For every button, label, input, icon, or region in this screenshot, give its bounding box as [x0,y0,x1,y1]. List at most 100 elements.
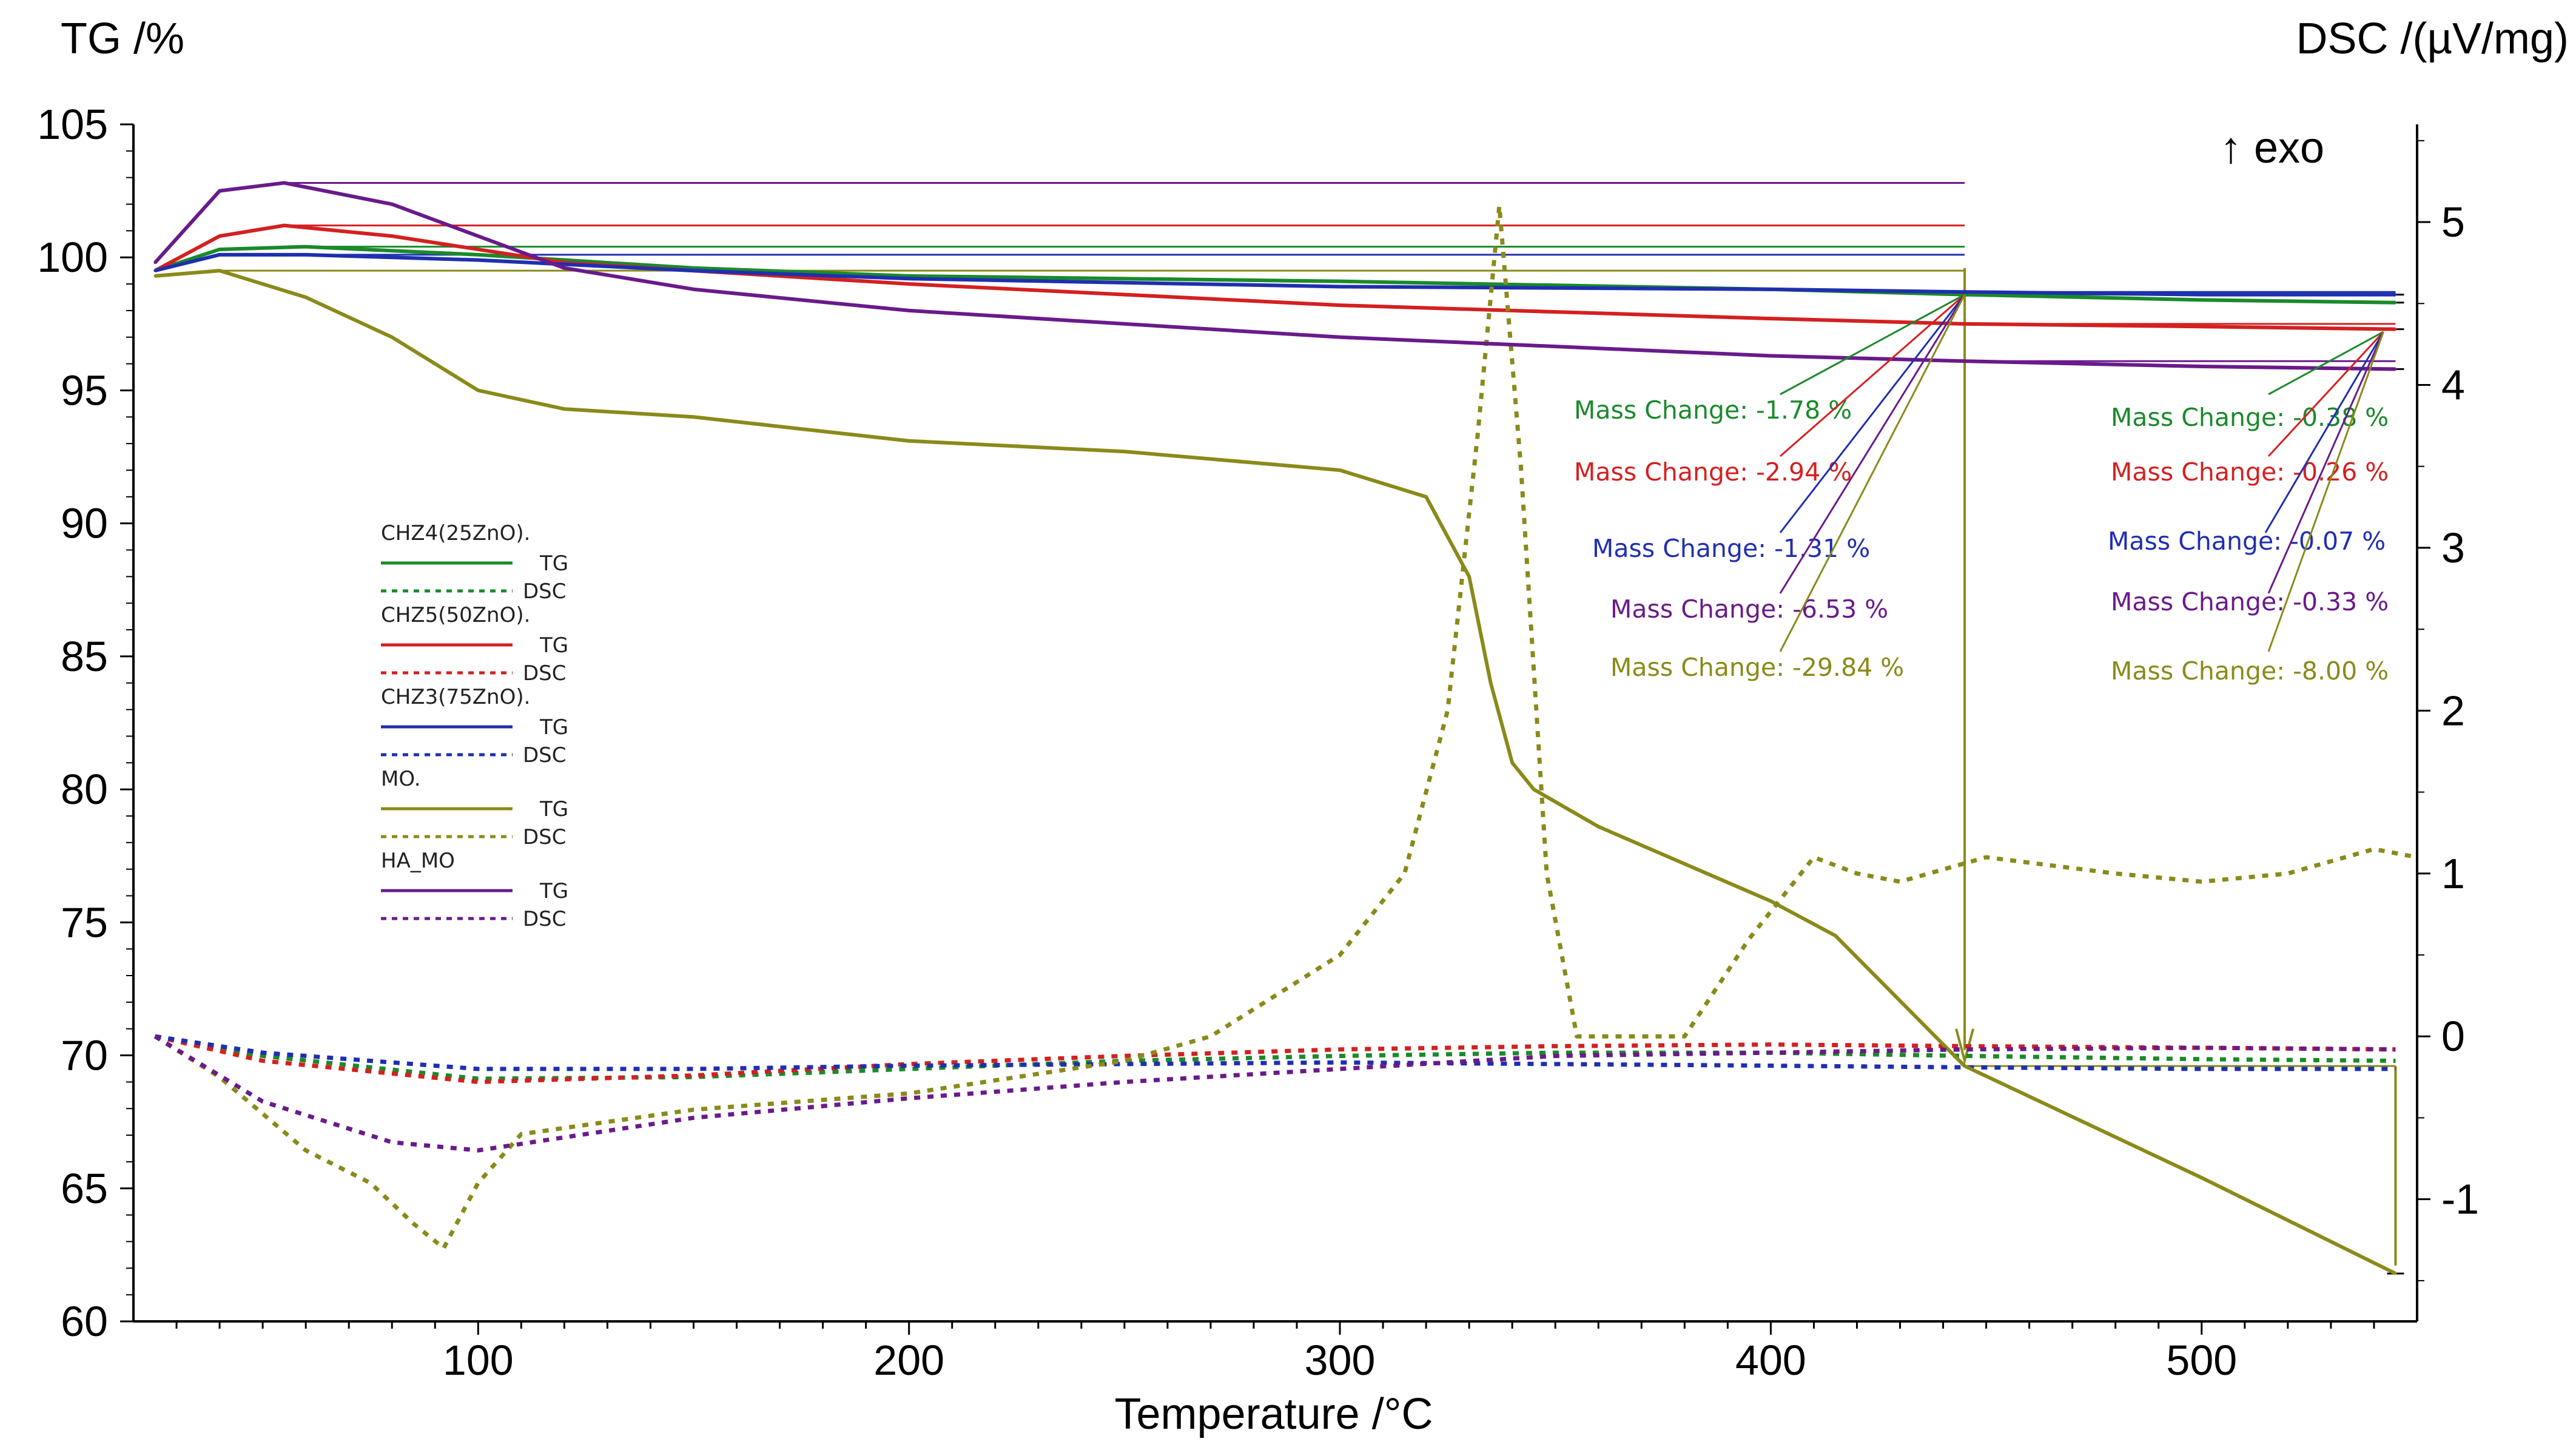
y-right-tick-label: 0 [2441,1013,2465,1060]
tg-point [477,389,480,392]
annotation-leader [2264,331,2384,533]
tg-point [907,439,910,442]
tg-point [1489,681,1492,684]
mass-change-label: Mass Change: -2.94 % [1574,457,1852,487]
tg-point [2200,298,2203,302]
tg-point [1963,291,1966,294]
legend: CHZ4(25ZnO).TGDSCCHZ5(50ZnO).TGDSCCHZ3(7… [381,521,568,931]
tg-point [283,181,286,184]
y-left-tick-label: 105 [37,101,108,148]
legend-dsc-label: DSC [523,661,567,686]
tg-point [304,245,308,248]
x-tick-label: 500 [2166,1337,2237,1384]
step-guide-lines [220,181,2404,1275]
series-group [153,181,2418,1275]
tg-point [1339,336,1342,339]
y-right-tick-label: -1 [2441,1176,2479,1223]
legend-series-name: CHZ3(75ZnO). [381,685,530,709]
tg-point [2200,1176,2203,1179]
tg-point [1532,788,1535,791]
tg-point [907,277,910,280]
x-axis-title: Temperature /°C [1115,1390,1433,1438]
x-tick-label: 300 [1305,1337,1376,1384]
legend-dsc-label: DSC [523,579,567,604]
tg-point [2200,325,2203,328]
tg-point [153,274,156,277]
mass-change-label: Mass Change: -1.78 % [1574,396,1852,425]
tg-point [2200,365,2203,368]
tg-point [1339,468,1342,471]
mass-change-label: Mass Change: -1.31 % [1592,534,1870,563]
y-left-tick-label: 85 [61,633,108,680]
tg-point [1339,280,1342,283]
y-left-axis-title: TG /% [61,15,184,63]
legend-tg-label: TG [539,633,568,658]
tg-point [477,258,480,261]
tg-point [1963,322,1966,325]
y-left-tick-label: 100 [37,234,108,281]
dsc-line-chz5-50zno [154,1034,2396,1084]
tg-point [563,408,566,411]
tg-point [907,309,910,312]
tg-point [391,203,394,206]
tg-point [153,269,156,272]
mass-change-label: Mass Change: -0.33 % [2111,587,2389,616]
tg-point [1123,450,1126,453]
exo-indicator: ↑ exo [2220,124,2324,172]
tg-line-mo [155,269,2396,1275]
tg-point [218,248,221,251]
annotation-leader [2267,331,2384,652]
tg-line-ha-mo [153,181,2396,371]
dsc-line-mo [153,203,2418,1250]
tg-point [2200,293,2203,296]
legend-tg-label: TG [539,551,568,576]
mass-change-label: Mass Change: -29.84 % [1610,653,1904,682]
y-right-tick-label: 4 [2441,361,2465,408]
tg-point [391,235,394,238]
annotation-leader [1779,294,1966,652]
mass-change-label: Mass Change: -0.26 % [2111,457,2389,487]
annotation-leader [2267,331,2384,457]
tg-point [2394,368,2397,371]
annotation-leader [2268,331,2384,396]
tg-point [1769,900,1772,903]
axes: 100 200 300 400 500 60 65 70 75 80 85 90 95 100 105 -1 0… [37,101,2479,1384]
tg-point [218,269,221,272]
y-left-tick-label: 60 [61,1298,108,1345]
legend-tg-label: TG [539,715,568,740]
mass-change-label: Mass Change: -0.07 % [2108,527,2386,556]
tg-point [391,336,394,339]
mass-change-label: Mass Change: -0.38 % [2111,403,2389,432]
legend-series-name: MO. [381,767,421,791]
legend-tg-label: TG [539,879,568,903]
tg-point [2394,1272,2397,1275]
x-tick-label: 100 [443,1337,514,1384]
tg-point [1834,934,1837,937]
tg-point [1511,761,1514,764]
tg-line-chz3-75zno [154,252,2396,297]
legend-series-name: CHZ5(50ZnO). [381,603,530,627]
legend-series-name: CHZ4(25ZnO). [381,521,530,545]
tg-point [1963,360,1966,363]
y-left-tick-label: 95 [61,366,108,414]
tg-point [692,266,695,269]
mass-change-label: Mass Change: -6.53 % [1610,595,1888,624]
annotation-leader [1779,294,1966,533]
tg-point [1597,825,1600,828]
tg-point [692,416,695,419]
tg-point [2394,328,2397,331]
tg-point [1339,285,1342,288]
y-left-tick-label: 70 [61,1032,108,1079]
tg-point [1963,1065,1966,1068]
legend-dsc-label: DSC [523,907,567,931]
tg-point [1339,304,1342,307]
tg-point [304,295,308,298]
tg-point [2394,301,2397,304]
y-right-tick-label: 1 [2441,850,2465,897]
tg-point [218,189,221,192]
dsc-line-ha-mo [153,1034,2396,1153]
mass-change-label: Mass Change: -8.00 % [2111,656,2389,686]
x-tick-label: 400 [1735,1337,1806,1384]
tg-point [477,253,480,256]
tg-point [907,274,910,277]
